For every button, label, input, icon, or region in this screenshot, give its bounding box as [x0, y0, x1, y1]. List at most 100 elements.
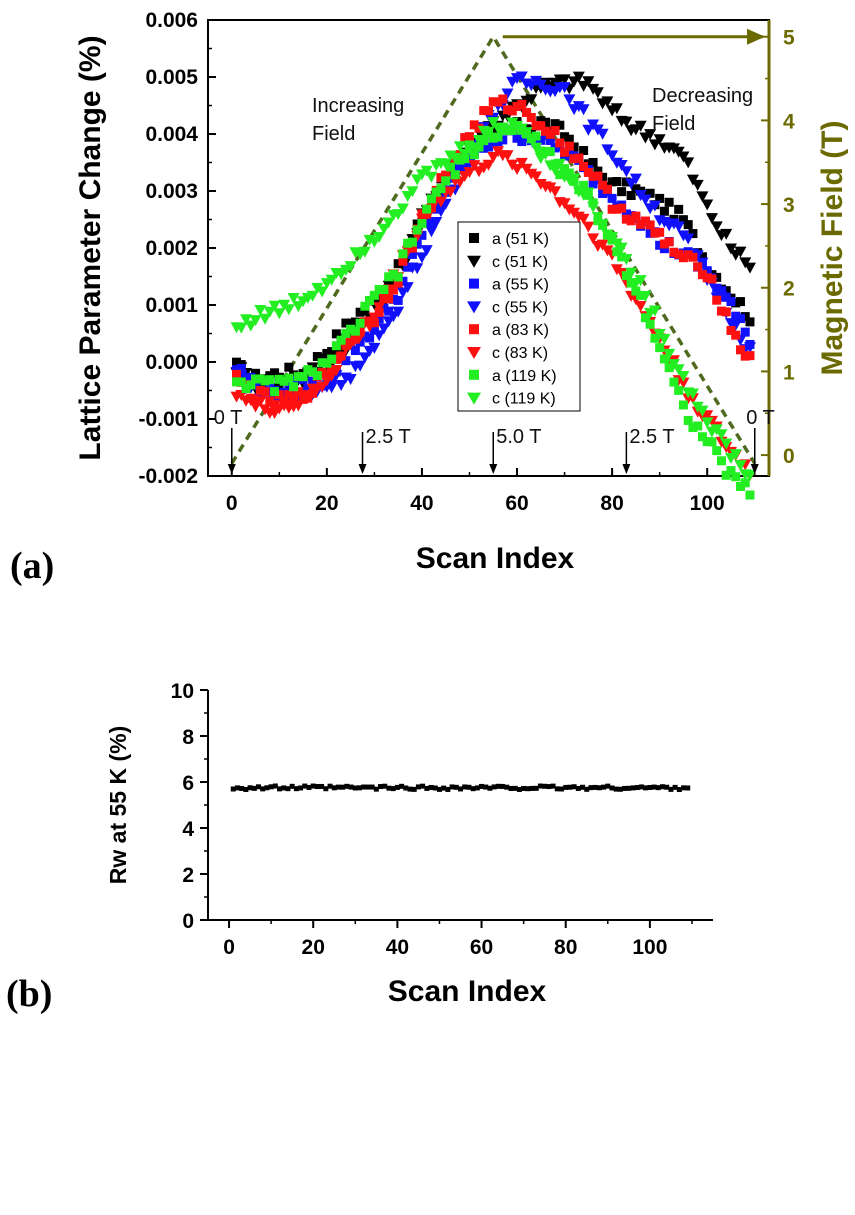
rw-data-point [382, 783, 388, 789]
data-point-square [598, 180, 608, 190]
data-point-triangle [648, 139, 661, 151]
y-tick-label: -0.002 [138, 465, 198, 488]
data-point-square [569, 142, 579, 152]
panel-a-y-axis-title: Lattice Parameter Change (%) [74, 35, 107, 460]
rw-data-point [575, 785, 581, 791]
rw-data-point [521, 785, 527, 791]
data-point-square [255, 385, 265, 395]
data-point-square [455, 155, 465, 165]
data-point-triangle [487, 151, 500, 163]
data-point-square [645, 220, 655, 230]
y-tick-label: 0.006 [145, 9, 198, 32]
data-point-square [583, 167, 593, 177]
data-point-square [735, 314, 745, 324]
y-tick-label: 0.003 [145, 180, 198, 203]
data-point-square [697, 270, 707, 280]
data-point-triangle [316, 381, 329, 393]
data-point-square [726, 466, 736, 476]
data-point-square [317, 367, 327, 377]
data-point-triangle [282, 304, 295, 316]
x-tick-label: 20 [315, 492, 338, 515]
data-point-triangle [396, 287, 409, 299]
data-point-triangle [420, 245, 433, 257]
data-point-triangle [330, 364, 343, 376]
rw-data-point [592, 784, 598, 790]
data-point-triangle [254, 304, 267, 316]
data-point-square [484, 106, 493, 116]
data-point-triangle [515, 71, 528, 83]
data-point-square [650, 228, 660, 238]
data-point-triangle [463, 167, 476, 179]
rw-data-point [580, 784, 586, 790]
data-point-square [308, 367, 318, 377]
legend-label: c (119 K) [492, 391, 556, 408]
data-point-triangle [553, 158, 566, 170]
data-point-triangle [268, 300, 281, 312]
data-point-square [384, 306, 394, 316]
data-point-triangle [244, 320, 257, 332]
data-point-triangle [720, 228, 733, 240]
rw-data-point [479, 783, 485, 789]
data-point-square [588, 171, 598, 181]
panel-b-chart: 0 2 4 6 8 10 0 20 40 60 80 100 Rw at 55 K (%) Scan… [6, 680, 713, 1015]
data-point-square [721, 470, 731, 480]
field-marker-arrow-head [750, 464, 759, 474]
data-point-triangle [354, 360, 367, 372]
data-point-triangle [677, 371, 690, 383]
data-point-square [232, 377, 242, 387]
data-point-square [721, 286, 731, 296]
data-point-square [384, 294, 394, 304]
rw-data-point [293, 786, 299, 792]
panel-b-y-axis-title: Rw at 55 K (%) [105, 726, 131, 884]
data-point-triangle [373, 302, 386, 314]
rw-data-point [314, 784, 320, 790]
rw-data-point [504, 784, 510, 790]
data-point-triangle [610, 103, 623, 115]
data-point-square [331, 329, 341, 339]
data-point-triangle [715, 291, 728, 303]
data-point-square [484, 142, 493, 152]
data-point-triangle [658, 333, 671, 345]
data-point-square [308, 376, 318, 386]
data-point-square [246, 372, 256, 382]
rw-data-point [495, 783, 501, 789]
data-point-square [664, 237, 674, 247]
data-point-square [436, 184, 446, 194]
data-point-triangle [358, 246, 371, 258]
rw-data-point [483, 784, 489, 790]
rw-data-point [605, 783, 611, 789]
y-tick-label: 0 [182, 910, 194, 933]
rw-data-point [613, 786, 619, 792]
data-point-square [674, 249, 684, 259]
y-tick-label: 0.004 [145, 123, 198, 146]
data-point-square [412, 225, 422, 235]
data-point-square [550, 143, 560, 153]
data-point-triangle [325, 370, 338, 382]
panel-a-bottom-axis: 0 20 40 60 80 100 [226, 468, 756, 515]
data-point-square [522, 107, 532, 117]
data-point-square [251, 395, 261, 405]
data-point-square [536, 116, 546, 126]
legend-label: c (55 K) [492, 299, 548, 316]
data-point-square [712, 295, 722, 305]
panel-a-data-points [230, 71, 756, 500]
data-point-triangle [292, 400, 305, 412]
data-point-triangle [743, 469, 756, 481]
rw-data-point [260, 786, 266, 792]
y-tick-label: 0.001 [145, 294, 198, 317]
data-point-square [417, 219, 427, 229]
rw-data-point [230, 786, 236, 792]
rw-data-point [638, 784, 644, 790]
rw-data-point [500, 783, 506, 789]
data-point-square [683, 220, 693, 230]
data-point-square [693, 262, 703, 272]
data-point-square [745, 490, 755, 500]
data-point-square [655, 227, 665, 237]
rw-data-point [420, 783, 426, 789]
rw-data-point [542, 783, 548, 789]
data-point-square [265, 375, 275, 385]
legend-label: c (83 K) [492, 345, 548, 362]
data-point-triangle [396, 203, 409, 215]
data-point-square [312, 352, 322, 362]
data-point-triangle [644, 129, 657, 141]
